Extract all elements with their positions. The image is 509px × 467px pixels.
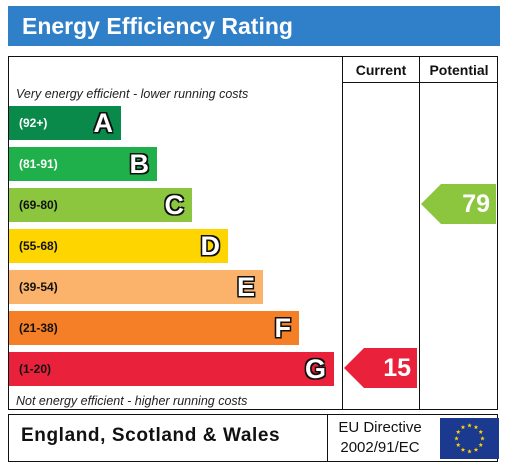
potential-arrow bbox=[421, 184, 496, 224]
eu-star bbox=[460, 424, 466, 430]
directive-line2: 2002/91/EC bbox=[340, 439, 420, 456]
current-rating-indicator: 15 bbox=[344, 348, 417, 388]
band-range: (92+) bbox=[19, 116, 48, 130]
potential-rating-value: 79 bbox=[462, 190, 490, 218]
band-c: (69-80) C bbox=[9, 188, 192, 222]
current-rating-value: 15 bbox=[383, 354, 411, 382]
header-divider bbox=[342, 82, 498, 83]
title-bar: Energy Efficiency Rating bbox=[8, 6, 500, 46]
potential-rating-indicator: 79 bbox=[421, 184, 496, 224]
potential-column-header: Potential bbox=[429, 62, 489, 78]
eu-star bbox=[455, 429, 461, 434]
eu-star bbox=[478, 429, 484, 434]
eu-star bbox=[473, 424, 479, 430]
band-g: (1-20) G bbox=[9, 352, 334, 386]
footer-region: England, Scotland & Wales bbox=[21, 425, 281, 446]
eu-star bbox=[454, 436, 459, 441]
eu-flag-icon bbox=[440, 418, 499, 459]
current-column-header: Current bbox=[355, 62, 407, 78]
band-letter: E bbox=[236, 272, 255, 302]
band-letter: B bbox=[129, 149, 150, 179]
band-letter: A bbox=[93, 108, 114, 138]
band-range: (21-38) bbox=[19, 321, 58, 335]
directive-line1: EU Directive bbox=[338, 419, 422, 436]
band-range: (81-91) bbox=[19, 157, 58, 171]
band-letter: D bbox=[200, 231, 221, 261]
bottom-caption: Not energy efficient - higher running co… bbox=[16, 394, 248, 408]
band-range: (39-54) bbox=[19, 280, 58, 294]
current-column-divider bbox=[342, 56, 343, 410]
eu-star bbox=[467, 423, 472, 428]
footer-divider bbox=[327, 415, 328, 461]
eu-star bbox=[467, 449, 472, 454]
band-e: (39-54) E bbox=[9, 270, 263, 304]
top-caption: Very energy efficient - lower running co… bbox=[16, 87, 249, 101]
eu-star bbox=[460, 447, 466, 452]
band-letter: C bbox=[164, 190, 185, 220]
band-b: (81-91) B bbox=[9, 147, 157, 181]
band-range: (1-20) bbox=[19, 362, 52, 376]
eu-star bbox=[473, 447, 479, 452]
band-a: (92+) A bbox=[9, 106, 121, 140]
band-f: (21-38) F bbox=[9, 311, 299, 345]
band-letter: G bbox=[304, 354, 326, 384]
chart-title: Energy Efficiency Rating bbox=[22, 13, 293, 39]
band-range: (55-68) bbox=[19, 239, 58, 253]
rating-frame bbox=[8, 56, 498, 410]
eu-star bbox=[455, 442, 461, 447]
eu-star bbox=[480, 436, 485, 441]
current-arrow bbox=[344, 348, 417, 388]
potential-column-divider bbox=[419, 56, 420, 410]
footer: England, Scotland & Wales EU Directive 2… bbox=[8, 414, 499, 462]
band-range: (69-80) bbox=[19, 198, 58, 212]
eu-star bbox=[478, 442, 484, 447]
band-letter: F bbox=[274, 313, 292, 343]
band-d: (55-68) D bbox=[9, 229, 228, 263]
